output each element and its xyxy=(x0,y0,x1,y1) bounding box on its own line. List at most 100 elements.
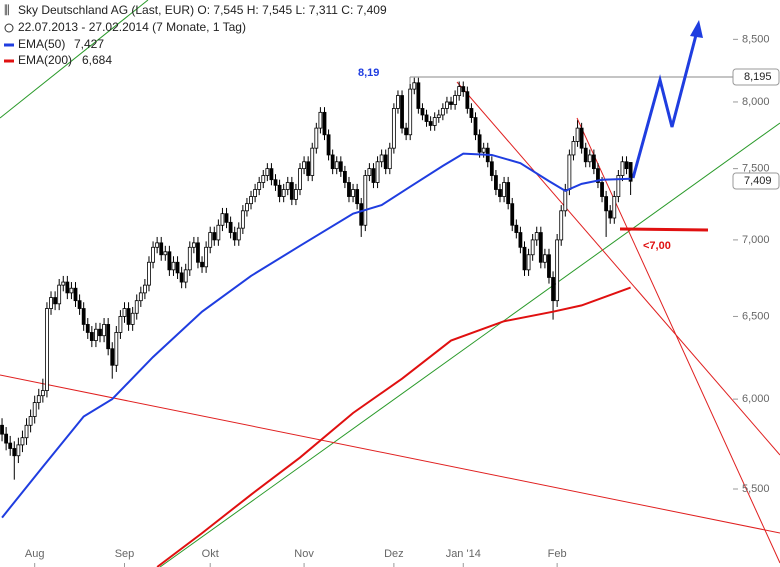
candle-body xyxy=(542,254,547,263)
candle-body xyxy=(351,189,355,197)
legend-label: EMA(50) xyxy=(18,37,65,51)
candle-body xyxy=(159,242,164,256)
candle-body xyxy=(575,127,580,142)
candle-body xyxy=(363,175,368,226)
candle-body xyxy=(567,154,572,190)
candle-body xyxy=(65,281,70,294)
candle-body xyxy=(196,242,200,263)
peak-badge: 8,195 xyxy=(744,71,772,83)
candle-body xyxy=(151,246,155,263)
candle-body xyxy=(608,210,613,219)
y-tick-label: 8,500 xyxy=(742,33,770,45)
candle-body xyxy=(408,88,413,136)
candle-body xyxy=(306,161,311,176)
support-line xyxy=(619,227,709,232)
candle-body xyxy=(367,168,372,176)
candle-body xyxy=(322,111,327,136)
candle-body xyxy=(420,108,425,116)
candle-body xyxy=(32,402,37,417)
support-label: <7,00 xyxy=(643,240,671,252)
candle-body xyxy=(514,224,519,233)
peak-label: 8,19 xyxy=(358,67,379,79)
candle-body xyxy=(440,108,445,116)
candle-body xyxy=(114,332,119,366)
candle-body xyxy=(187,246,192,271)
candle-body xyxy=(551,277,555,302)
legend-label: EMA(200) xyxy=(18,53,72,67)
candle-body xyxy=(57,284,62,305)
icon xyxy=(4,23,14,33)
candle-body xyxy=(49,297,53,309)
candle-body xyxy=(232,232,237,241)
candle-body xyxy=(191,242,196,248)
x-tick-label: Aug xyxy=(25,548,45,560)
trend-line xyxy=(0,374,780,534)
candle-body xyxy=(126,308,131,325)
candle-body xyxy=(204,246,209,268)
candle-body xyxy=(265,168,270,176)
legend-value: 6,684 xyxy=(82,53,112,67)
candle-body xyxy=(298,168,302,190)
candle-body xyxy=(371,168,376,183)
candle-body xyxy=(518,232,523,248)
badge xyxy=(732,172,780,190)
candle-body xyxy=(506,182,511,205)
candle-body xyxy=(538,232,543,263)
candle-body xyxy=(89,332,94,341)
forecast-arrow xyxy=(631,34,698,179)
candle-body xyxy=(302,161,306,170)
candle-body xyxy=(4,433,9,444)
candle-body xyxy=(563,189,568,212)
candle-body xyxy=(465,91,470,109)
candle-body xyxy=(294,189,298,200)
candle-body xyxy=(118,316,123,333)
candle-body xyxy=(310,147,315,176)
badge xyxy=(732,68,780,86)
candle-body xyxy=(183,269,188,283)
candle-body xyxy=(147,261,151,286)
candle-body xyxy=(200,261,204,268)
candle-body xyxy=(98,328,102,337)
candle-body xyxy=(167,251,172,271)
candle-body xyxy=(249,196,253,205)
y-tick-label: 8,000 xyxy=(742,96,770,108)
candle-body xyxy=(481,147,486,153)
candle-body xyxy=(522,246,527,271)
trend-line xyxy=(159,122,780,567)
candle-body xyxy=(477,134,482,153)
candle-body xyxy=(596,168,600,183)
candle-body xyxy=(179,272,184,283)
candle-body xyxy=(355,189,360,205)
chart-title: Sky Deutschland AG (Last, EUR) O: 7,545 … xyxy=(18,3,387,17)
candle-body xyxy=(579,127,584,149)
candle-body xyxy=(61,281,66,286)
candle-body xyxy=(53,297,58,305)
candle-body xyxy=(375,161,380,183)
candle-body xyxy=(106,324,111,350)
candle-body xyxy=(424,114,429,122)
candle-body xyxy=(122,308,127,317)
candle-body xyxy=(338,161,343,172)
candle-body xyxy=(163,251,168,256)
candle-body xyxy=(326,134,331,156)
candle-body xyxy=(40,390,45,397)
chart-subtitle: 22.07.2013 - 27.02.2014 (7 Monate, 1 Tag… xyxy=(18,20,246,34)
candle-body xyxy=(330,154,335,170)
candle-body xyxy=(20,437,25,446)
candle-body xyxy=(457,86,462,96)
trend-line xyxy=(576,117,780,564)
candle-body xyxy=(624,161,629,170)
candle-body xyxy=(616,175,621,197)
candle-body xyxy=(224,213,229,223)
candle-body xyxy=(245,203,249,212)
candle-body xyxy=(73,287,78,302)
candle-body xyxy=(334,161,339,170)
candle-body xyxy=(134,300,139,314)
candle-body xyxy=(138,292,143,302)
candle-body xyxy=(212,232,217,241)
candle-body xyxy=(526,254,531,271)
candle-body xyxy=(379,154,384,163)
x-tick-label: Okt xyxy=(202,548,219,560)
